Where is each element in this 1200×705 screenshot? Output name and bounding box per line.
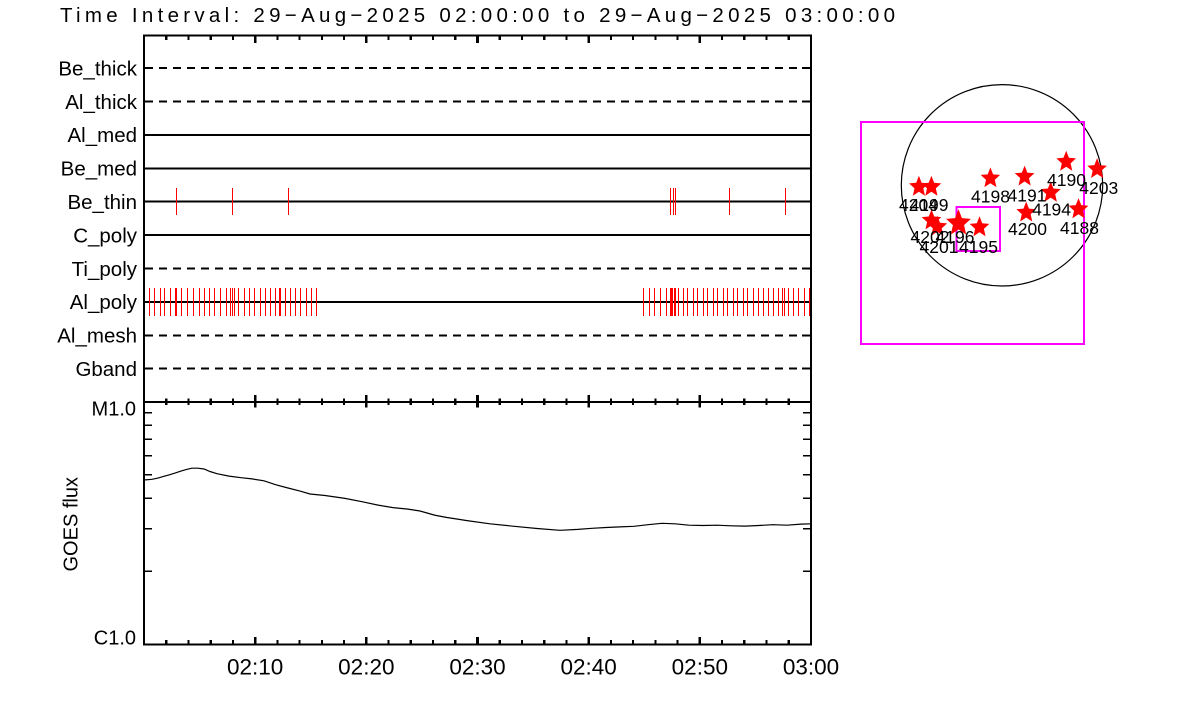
svg-text:Time Interval: 29−Aug−2025 02:: Time Interval: 29−Aug−2025 02:00:00 to 2…: [60, 4, 895, 27]
svg-text:C_poly: C_poly: [73, 224, 138, 247]
svg-text:4200: 4200: [1008, 219, 1047, 239]
svg-text:Al_mesh: Al_mesh: [57, 325, 137, 348]
svg-text:4196: 4196: [936, 227, 975, 247]
svg-text:4194: 4194: [1032, 200, 1071, 220]
svg-text:4188: 4188: [1060, 218, 1099, 238]
svg-text:Al_thick: Al_thick: [65, 91, 138, 114]
svg-text:Be_thick: Be_thick: [58, 57, 137, 80]
svg-text:Al_poly: Al_poly: [70, 291, 138, 314]
svg-text:Al_med: Al_med: [67, 124, 137, 147]
svg-text:4191: 4191: [1008, 186, 1047, 206]
svg-text:Gband: Gband: [75, 358, 137, 381]
svg-text:4195: 4195: [959, 237, 998, 257]
svg-text:C1.0: C1.0: [94, 628, 136, 650]
svg-text:02:40: 02:40: [561, 655, 617, 680]
svg-text:03:00: 03:00: [783, 655, 839, 680]
svg-text:Be_thin: Be_thin: [67, 191, 137, 214]
svg-text:M1.0: M1.0: [92, 398, 136, 420]
svg-text:4198: 4198: [971, 187, 1010, 207]
svg-text:Be_med: Be_med: [61, 158, 137, 181]
svg-text:4203: 4203: [1079, 178, 1118, 198]
svg-text:4190: 4190: [1047, 170, 1086, 190]
svg-text:Ti_poly: Ti_poly: [72, 258, 138, 281]
svg-text:GOES flux: GOES flux: [61, 477, 83, 571]
svg-text:4202: 4202: [911, 227, 950, 247]
svg-text:4199: 4199: [910, 195, 949, 215]
svg-text:4204: 4204: [899, 195, 938, 215]
svg-text:02:30: 02:30: [449, 655, 505, 680]
svg-text:02:50: 02:50: [672, 655, 728, 680]
svg-text:4201: 4201: [920, 237, 959, 257]
svg-text:02:20: 02:20: [338, 655, 394, 680]
svg-text:02:10: 02:10: [227, 655, 283, 680]
